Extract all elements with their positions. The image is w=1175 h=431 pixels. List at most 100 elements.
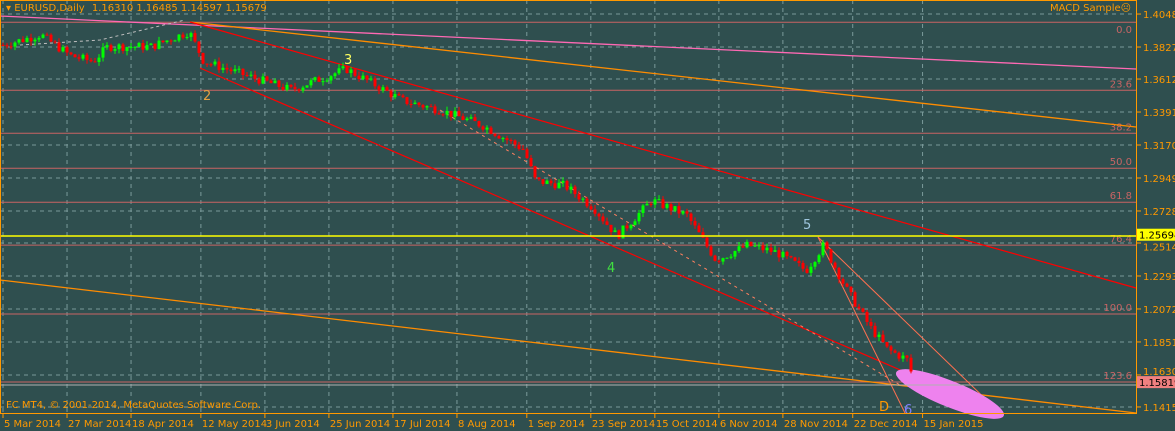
candle-body	[469, 117, 473, 119]
y-tick-label: 1.20720	[1143, 305, 1175, 316]
candle-body	[461, 116, 465, 120]
candle-body	[189, 33, 193, 37]
candle-body	[93, 61, 97, 63]
candle-body	[301, 87, 305, 91]
candle-body	[257, 78, 261, 84]
x-tick-label: 27 Mar 2014	[68, 419, 131, 430]
candle-body	[361, 75, 365, 80]
candle-body	[241, 68, 245, 75]
candle-body	[721, 258, 725, 262]
candle-body	[293, 86, 297, 90]
x-tick-label: 18 Apr 2014	[132, 419, 194, 430]
candle-body	[5, 45, 9, 47]
candle-body	[501, 138, 505, 140]
candle-body	[409, 103, 413, 105]
candle-body	[253, 74, 257, 79]
candle-body	[389, 90, 393, 98]
candle-body	[629, 225, 633, 229]
candle-body	[685, 211, 689, 214]
candle-body	[745, 241, 749, 248]
candle-body	[797, 260, 801, 263]
candle-body	[689, 213, 693, 222]
candle-body	[701, 232, 705, 238]
candle-body	[21, 39, 25, 42]
candle-body	[613, 230, 617, 233]
candle-body	[221, 67, 225, 70]
x-tick-label: 15 Jan 2015	[924, 419, 984, 430]
candle-body	[893, 350, 897, 353]
candle-body	[85, 54, 89, 60]
candle-body	[605, 221, 609, 225]
candle-body	[765, 247, 769, 251]
candle-body	[777, 250, 781, 258]
candle-body	[845, 283, 849, 287]
candle-body	[493, 133, 497, 136]
candle-body	[637, 212, 641, 222]
candle-body	[281, 86, 285, 90]
candle-body	[129, 46, 133, 48]
candle-body	[357, 75, 361, 80]
candle-body	[849, 286, 853, 293]
candle-body	[649, 203, 653, 205]
candle-body	[329, 76, 333, 81]
fib-level-label: 100.0	[1103, 303, 1132, 314]
candle-body	[841, 279, 845, 284]
candle-body	[881, 334, 885, 343]
fib-level-label: 23.6	[1110, 79, 1132, 90]
candle-body	[373, 78, 377, 87]
candle-body	[837, 267, 841, 280]
y-tick-label: 1.40480	[1143, 10, 1175, 21]
candle-body	[477, 121, 481, 127]
candle-body	[233, 69, 237, 72]
candle-body	[665, 204, 669, 208]
fib-level-label: 123.6	[1103, 371, 1132, 382]
fib-level-label: 0.0	[1116, 25, 1132, 36]
candle-body	[905, 355, 909, 358]
candle-body	[717, 260, 721, 262]
candle-body	[489, 127, 493, 134]
y-tick-label: 1.18510	[1143, 338, 1175, 349]
candle-body	[513, 140, 517, 145]
y-tick-label: 1.27285	[1143, 207, 1175, 218]
candle-body	[169, 40, 173, 42]
candle-body	[349, 69, 353, 74]
candle-body	[593, 209, 597, 214]
candle-body	[181, 34, 185, 38]
candle-body	[269, 80, 273, 84]
chart-header: ▾ EURUSD,Daily 1.16310 1.16485 1.14597 1…	[6, 3, 267, 14]
menu-triangle-icon[interactable]: ▾	[6, 3, 12, 14]
candle-body	[1, 45, 5, 47]
candle-body	[641, 205, 645, 213]
candle-body	[429, 106, 433, 108]
candle-body	[785, 251, 789, 257]
candle-body	[609, 224, 613, 233]
candle-body	[237, 68, 241, 70]
orange-trendline-top	[189, 21, 1137, 128]
candle-body	[393, 94, 397, 98]
candle-body	[265, 76, 269, 81]
dotted-wave-line	[439, 109, 901, 386]
y-tick-label: 1.22930	[1143, 272, 1175, 283]
smiley-icon: ☹	[1120, 3, 1132, 14]
candle-body	[889, 346, 893, 351]
candle-body	[633, 221, 637, 226]
candle-body	[621, 225, 625, 239]
candle-body	[381, 87, 385, 91]
candle-body	[809, 266, 813, 273]
candle-body	[813, 262, 817, 267]
expert-advisor-label[interactable]: MACD Sample☹	[1050, 3, 1131, 14]
candle-body	[97, 57, 101, 63]
candle-body	[173, 40, 177, 42]
candle-body	[377, 86, 381, 91]
candle-body	[497, 135, 501, 139]
candle-body	[433, 106, 437, 114]
candle-body	[205, 63, 209, 65]
candle-body	[857, 306, 861, 309]
candle-body	[737, 246, 741, 252]
candle-body	[217, 61, 221, 70]
wave-label: D	[879, 400, 889, 415]
candle-body	[41, 34, 45, 38]
candle-body	[177, 34, 181, 41]
